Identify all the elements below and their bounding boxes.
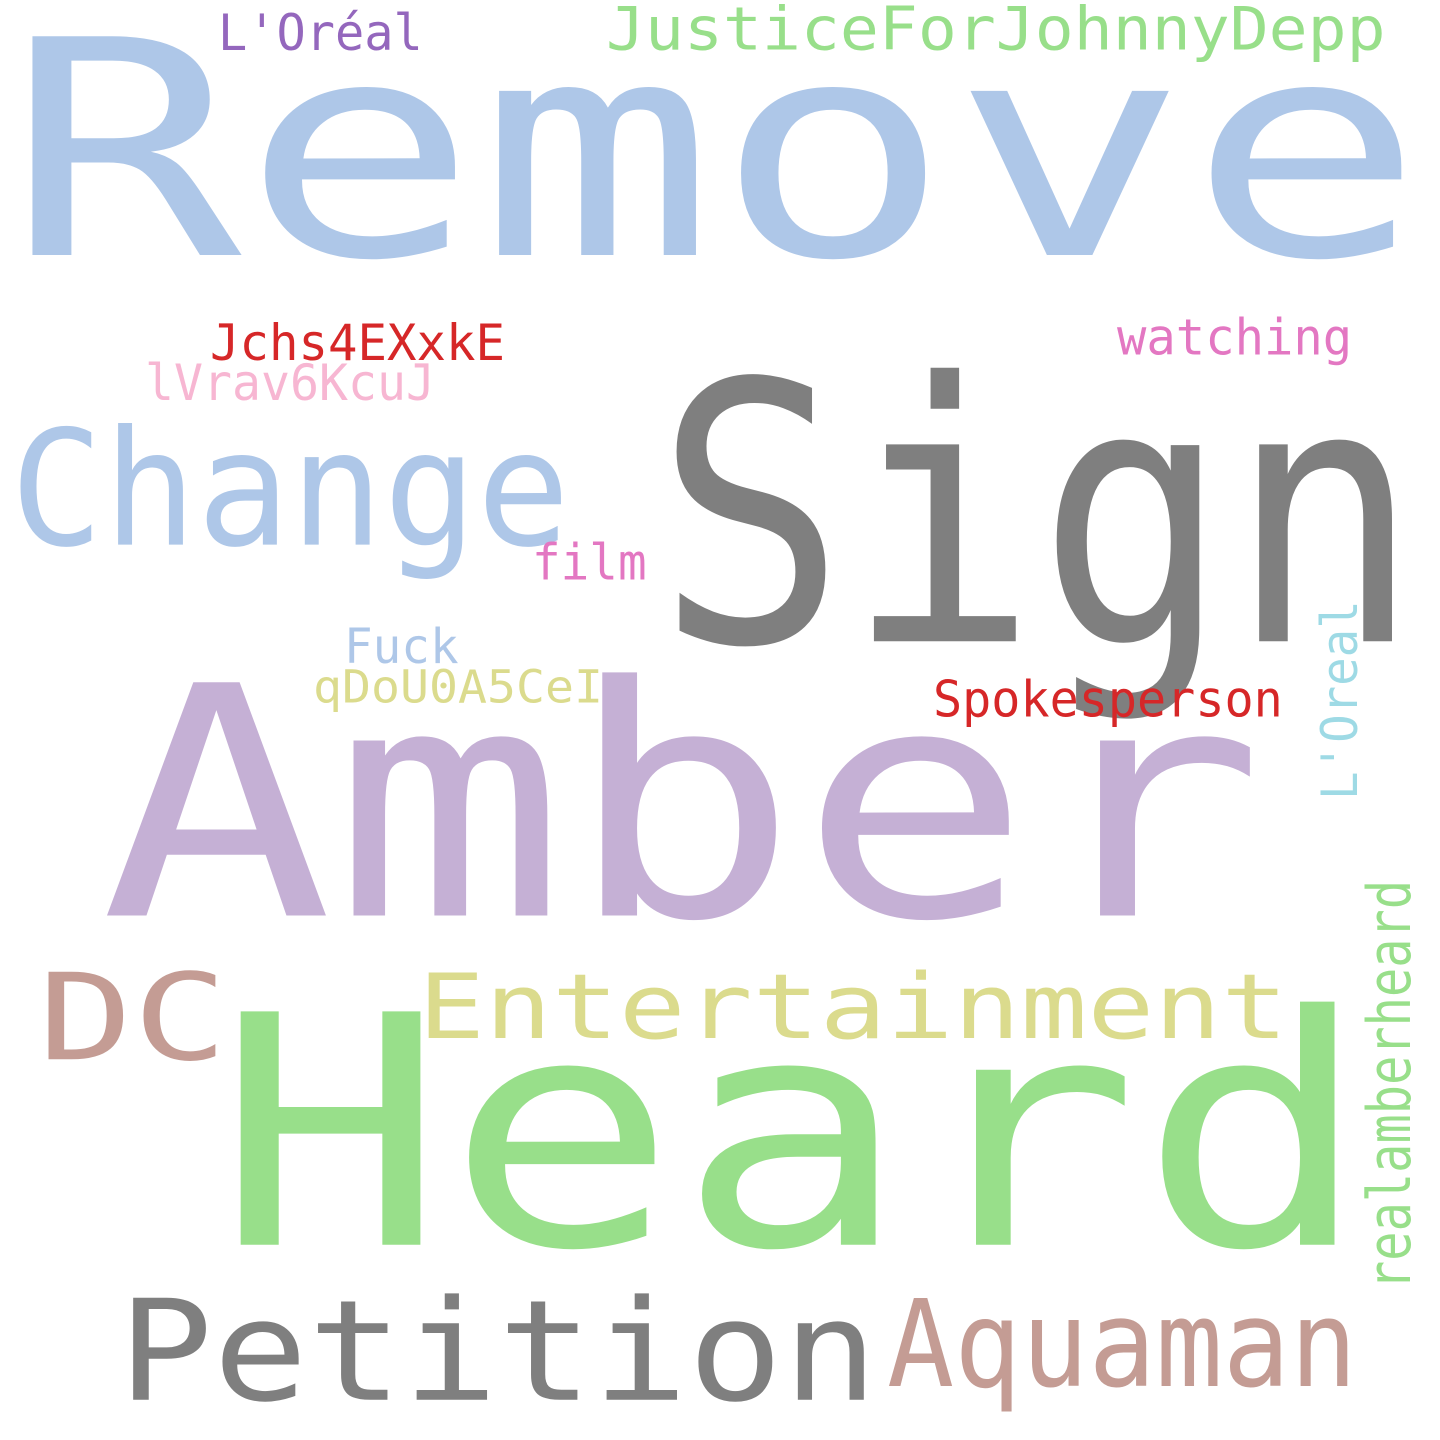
word-fuck: Fuck bbox=[344, 619, 459, 675]
word-petition: Petition bbox=[118, 1270, 878, 1434]
word-loreal-vertical: L'Oreal bbox=[1311, 600, 1369, 800]
word-entertainment: Entertainment bbox=[418, 955, 1289, 1060]
word-watching: watching bbox=[1117, 308, 1353, 368]
word-jchs4exxke: Jchs4EXxkE bbox=[210, 314, 506, 372]
word-justicefor-johnnydepp: JusticeForJohnnyDepp bbox=[606, 0, 1386, 65]
word-realamberheard-vertical: realamberheard bbox=[1354, 879, 1425, 1290]
word-remove: Remove bbox=[5, 0, 1425, 327]
word-change: Change bbox=[10, 396, 571, 584]
word-dc: DC bbox=[38, 947, 228, 1088]
word-loreal-accent: L'Oréal bbox=[218, 4, 423, 62]
word-film: film bbox=[532, 533, 647, 593]
word-amber: Amber bbox=[100, 618, 1265, 992]
word-lvrav6kcuj: lVrav6KcuJ bbox=[145, 354, 436, 412]
word-qdou0a5cei: qDoU0A5CeI bbox=[313, 661, 603, 714]
word-heard: Heard bbox=[215, 948, 1371, 1321]
word-sign: Sign bbox=[655, 308, 1421, 727]
word-aquaman: Aquaman bbox=[887, 1275, 1358, 1415]
word-spokesperson: Spokesperson bbox=[933, 670, 1283, 730]
